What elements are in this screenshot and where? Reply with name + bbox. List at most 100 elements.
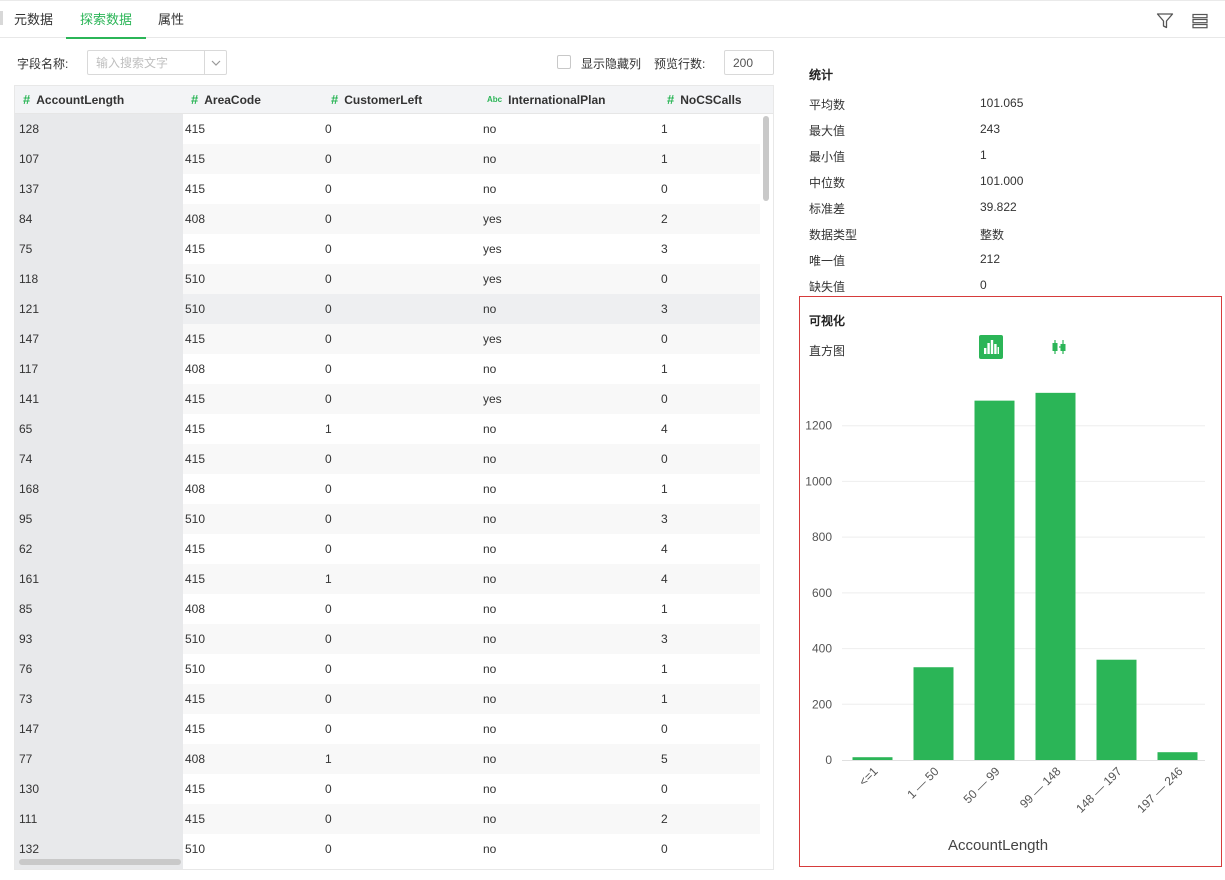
column-header-label: NoCSCalls [680, 93, 742, 107]
table-cell: 0 [661, 332, 668, 346]
row-background [183, 774, 760, 804]
table-cell: 0 [325, 332, 332, 346]
table-cell: yes [483, 242, 502, 256]
table-cell: 0 [325, 122, 332, 136]
table-cell: 1 [661, 122, 668, 136]
tab-explore-data[interactable]: 探索数据 [65, 1, 147, 39]
table-row[interactable]: 130 415 0 no 0 [15, 774, 760, 804]
table-row[interactable]: 141 415 0 yes 0 [15, 384, 760, 414]
histogram-bar [1096, 659, 1137, 760]
table-cell: no [483, 422, 497, 436]
x-tick-label: 50 — 99 [961, 764, 1003, 806]
table-cell: 415 [185, 332, 206, 346]
table-row[interactable]: 137 415 0 no 0 [15, 174, 760, 204]
table-cell: 121 [19, 302, 40, 316]
table-cell: 0 [325, 272, 332, 286]
table-row[interactable]: 128 415 0 no 1 [15, 114, 760, 144]
tab-properties[interactable]: 属性 [158, 12, 185, 27]
preview-rows-input[interactable] [724, 50, 774, 75]
vertical-scrollbar[interactable] [763, 116, 769, 201]
stat-label: 缺失值 [809, 280, 846, 294]
table-row[interactable]: 75 415 0 yes 3 [15, 234, 760, 264]
table-cell: 510 [185, 302, 206, 316]
boxplot-button[interactable] [1047, 335, 1071, 359]
visualization-title: 可视化 [809, 314, 846, 328]
field-name-label: 字段名称: [17, 57, 69, 71]
table-row[interactable]: 76 510 0 no 1 [15, 654, 760, 684]
stats-title: 统计 [809, 68, 834, 82]
histogram-button[interactable] [979, 335, 1003, 359]
table-cell: no [483, 542, 497, 556]
column-header-accountlength[interactable]: # AccountLength [23, 86, 124, 114]
column-header-customerleft[interactable]: # CustomerLeft [331, 86, 422, 114]
table-row[interactable]: 107 415 0 no 1 [15, 144, 760, 174]
stat-label: 数据类型 [809, 228, 858, 242]
search-dropdown-button[interactable] [204, 51, 226, 74]
x-tick-label: 197 — 246 [1134, 764, 1186, 816]
table-cell: no [483, 512, 497, 526]
table-row[interactable]: 147 415 0 no 0 [15, 714, 760, 744]
column-header-label: CustomerLeft [344, 93, 423, 107]
table-row[interactable]: 74 415 0 no 0 [15, 444, 760, 474]
table-cell: 510 [185, 662, 206, 676]
stat-label: 最大值 [809, 124, 846, 138]
table-row[interactable]: 73 415 0 no 1 [15, 684, 760, 714]
table-row[interactable]: 168 408 0 no 1 [15, 474, 760, 504]
field-search-input[interactable] [88, 51, 204, 74]
table-cell: 510 [185, 512, 206, 526]
row-background [183, 144, 760, 174]
table-cell: 415 [185, 452, 206, 466]
row-background [183, 654, 760, 684]
table-row[interactable]: 84 408 0 yes 2 [15, 204, 760, 234]
table-cell: 0 [325, 812, 332, 826]
table-cell: 4 [661, 422, 668, 436]
table-cell: 95 [19, 512, 33, 526]
table-row[interactable]: 117 408 0 no 1 [15, 354, 760, 384]
table-cell: no [483, 662, 497, 676]
column-header-label: InternationalPlan [508, 93, 606, 107]
table-cell: no [483, 182, 497, 196]
column-header-areacode[interactable]: # AreaCode [191, 86, 261, 114]
stat-label: 唯一值 [809, 254, 846, 268]
stat-value: 101.000 [980, 174, 1024, 188]
table-row[interactable]: 161 415 1 no 4 [15, 564, 760, 594]
table-row[interactable]: 65 415 1 no 4 [15, 414, 760, 444]
table-cell: 0 [325, 662, 332, 676]
table-row[interactable]: 121 510 0 no 3 [15, 294, 760, 324]
table-cell: 141 [19, 392, 40, 406]
list-icon[interactable] [1191, 12, 1209, 30]
row-background [183, 324, 760, 354]
table-row[interactable]: 132 510 0 no 0 [15, 834, 760, 864]
tab-metadata[interactable]: 元数据 [14, 12, 54, 27]
table-cell: 0 [325, 632, 332, 646]
column-header-internationalplan[interactable]: Abc InternationalPlan [487, 86, 605, 114]
filter-icon[interactable] [1156, 12, 1174, 30]
horizontal-scrollbar[interactable] [19, 859, 181, 865]
table-cell: 0 [661, 272, 668, 286]
field-search-box[interactable] [87, 50, 227, 75]
table-cell: 147 [19, 332, 40, 346]
table-cell: 3 [661, 632, 668, 646]
column-header-nocscalls[interactable]: # NoCSCalls [667, 86, 742, 114]
table-row[interactable]: 111 415 0 no 2 [15, 804, 760, 834]
row-background [183, 504, 760, 534]
table-cell: yes [483, 212, 502, 226]
table-cell: 1 [661, 602, 668, 616]
table-cell: 510 [185, 842, 206, 856]
table-cell: yes [483, 272, 502, 286]
table-cell: 117 [19, 362, 39, 376]
boxplot-icon [1052, 340, 1066, 354]
table-row[interactable]: 93 510 0 no 3 [15, 624, 760, 654]
table-row[interactable]: 118 510 0 yes 0 [15, 264, 760, 294]
table-row[interactable]: 62 415 0 no 4 [15, 534, 760, 564]
data-table: # AccountLength # AreaCode # CustomerLeft Abc I… [14, 85, 774, 870]
table-cell: yes [483, 332, 502, 346]
show-hidden-checkbox[interactable] [557, 55, 571, 69]
table-row[interactable]: 77 408 1 no 5 [15, 744, 760, 774]
table-cell: no [483, 362, 497, 376]
table-cell: 107 [19, 152, 40, 166]
table-row[interactable]: 95 510 0 no 3 [15, 504, 760, 534]
table-row[interactable]: 147 415 0 yes 0 [15, 324, 760, 354]
table-row[interactable]: 85 408 0 no 1 [15, 594, 760, 624]
table-cell: 415 [185, 392, 206, 406]
